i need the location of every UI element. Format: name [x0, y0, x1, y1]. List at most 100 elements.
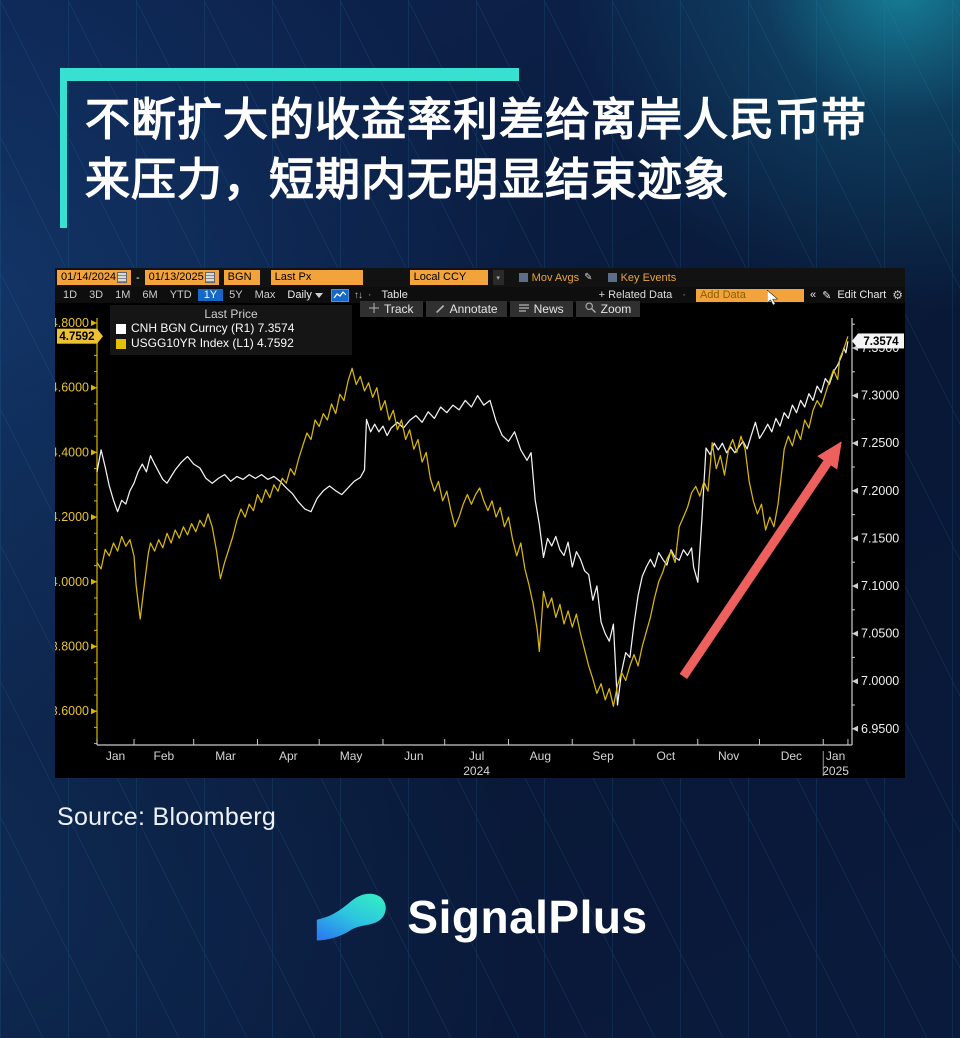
svg-text:3.6000: 3.6000: [55, 704, 89, 718]
legend-label: CNH BGN Curncy (R1) 7.3574: [131, 321, 295, 335]
toolbar-row-1: 01/14/2024 - 01/13/2025 BGN Last Px Loca…: [55, 268, 905, 287]
checkbox-icon[interactable]: [607, 273, 617, 282]
svg-text:4.2000: 4.2000: [55, 510, 89, 524]
range-tab-1d[interactable]: 1D: [63, 289, 78, 301]
svg-text:Jul: Jul: [469, 749, 484, 763]
svg-text:6.9500: 6.9500: [861, 722, 899, 736]
svg-text:7.0000: 7.0000: [861, 674, 899, 688]
toolbar-right-cluster: + Related Data · « ✎ Edit Chart ⚙: [599, 288, 903, 302]
range-tab-max[interactable]: Max: [254, 289, 276, 301]
source-caption: Source: Bloomberg: [57, 803, 277, 831]
svg-text:4.8000: 4.8000: [55, 316, 89, 330]
svg-text:7.1000: 7.1000: [861, 579, 899, 593]
svg-text:Aug: Aug: [530, 749, 551, 763]
zoom-tool-button[interactable]: Zoom: [575, 301, 641, 317]
svg-text:2025: 2025: [822, 764, 849, 778]
range-tab-1m[interactable]: 1M: [115, 289, 131, 301]
mov-avgs-pencil-icon[interactable]: ✎: [584, 272, 593, 283]
svg-text:7.3574: 7.3574: [863, 336, 899, 348]
svg-text:7.1500: 7.1500: [861, 531, 899, 545]
svg-text:May: May: [340, 749, 363, 763]
line-chart-type-icon[interactable]: [330, 288, 349, 302]
mov-avgs-checkbox[interactable]: Mov Avgs: [518, 271, 580, 284]
date-range-separator: -: [136, 271, 140, 284]
zoom-icon: [585, 302, 596, 316]
related-data-dropdown-icon[interactable]: ·: [682, 289, 686, 301]
bloomberg-terminal-panel: 01/14/2024 - 01/13/2025 BGN Last Px Loca…: [55, 268, 905, 778]
page-title-line-2: 来压力，短期内无明显结束迹象: [85, 154, 730, 205]
date-to-value: 01/13/2025: [148, 271, 204, 283]
gear-icon[interactable]: ⚙: [892, 288, 903, 302]
legend-item: USGG10YR Index (L1) 4.7592: [116, 336, 346, 351]
calendar-icon[interactable]: [117, 272, 127, 283]
range-tab-3d[interactable]: 3D: [89, 289, 104, 301]
svg-text:3.8000: 3.8000: [55, 640, 89, 654]
range-tab-5y[interactable]: 5Y: [229, 289, 243, 301]
page-title: 不断扩大的收益率利差给离岸人民币带 来压力，短期内无明显结束迹象: [85, 90, 890, 210]
svg-text:7.2000: 7.2000: [861, 484, 899, 498]
currency-dropdown-icon[interactable]: ▾: [492, 270, 504, 285]
date-from-field[interactable]: 01/14/2024: [57, 270, 131, 285]
svg-text:Sep: Sep: [592, 749, 614, 763]
brand-name: SignalPlus: [407, 890, 648, 943]
signalplus-logo-icon: [317, 893, 387, 941]
range-tabs: 1D 3D 1M 6M YTD 1Y 5Y Max: [57, 288, 281, 302]
legend-swatch: [116, 323, 126, 334]
svg-text:Apr: Apr: [279, 749, 298, 763]
range-tab-1y[interactable]: 1Y: [197, 289, 224, 301]
legend-item: CNH BGN Curncy (R1) 7.3574: [116, 321, 346, 336]
pricing-source-field[interactable]: BGN: [223, 270, 260, 285]
checkbox-icon[interactable]: [518, 273, 528, 282]
price-type-field[interactable]: Last Px: [270, 270, 363, 285]
news-icon: [518, 302, 529, 316]
collapse-button[interactable]: «: [809, 289, 817, 301]
track-icon: [369, 302, 379, 316]
svg-text:2024: 2024: [463, 764, 490, 778]
candlestick-type-icon[interactable]: ↑↓: [353, 289, 363, 301]
svg-text:4.4000: 4.4000: [55, 445, 89, 459]
svg-text:Jun: Jun: [404, 749, 423, 763]
svg-text:Jan: Jan: [826, 749, 845, 763]
table-button[interactable]: Table: [381, 289, 408, 301]
edit-chart-button[interactable]: Edit Chart: [837, 289, 887, 301]
svg-text:Oct: Oct: [657, 749, 676, 763]
annotate-tool-button[interactable]: Annotate: [425, 301, 507, 317]
add-data-input[interactable]: [695, 288, 804, 302]
edit-pencil-icon[interactable]: ✎: [822, 289, 832, 302]
page-title-line-1: 不断扩大的收益率利差给离岸人民币带: [85, 94, 868, 145]
svg-text:4.0000: 4.0000: [55, 575, 89, 589]
title-accent-left-bar: [60, 81, 67, 228]
chart-tools-row: Track Annotate News Zoom: [360, 301, 641, 317]
svg-text:7.0500: 7.0500: [861, 627, 899, 641]
currency-field[interactable]: Local CCY: [409, 270, 488, 285]
legend-swatch: [116, 338, 126, 349]
legend-rows: CNH BGN Curncy (R1) 7.3574 USGG10YR Index…: [116, 321, 346, 351]
svg-text:Feb: Feb: [154, 749, 175, 763]
title-accent-top-bar: [60, 68, 519, 81]
news-tool-button[interactable]: News: [509, 301, 573, 317]
price-chart[interactable]: 4.8000 4.6000 4.4000 4.2000 4.0000 3.8000 3.60…: [55, 303, 905, 778]
svg-text:Jan: Jan: [106, 749, 125, 763]
date-from-value: 01/14/2024: [61, 271, 117, 283]
period-dropdown[interactable]: Daily: [287, 289, 323, 301]
toolbar-row-2: 1D 3D 1M 6M YTD 1Y 5Y Max Daily ↑↓ · Table + Re…: [55, 287, 905, 303]
legend-label: USGG10YR Index (L1) 4.7592: [131, 336, 294, 350]
title-block: 不断扩大的收益率利差给离岸人民币带 来压力，短期内无明显结束迹象: [60, 68, 890, 228]
chart-legend: Last Price CNH BGN Curncy (R1) 7.3574 USG…: [110, 305, 352, 355]
range-tab-6m[interactable]: 6M: [142, 289, 158, 301]
mov-avgs-label: Mov Avgs: [531, 271, 580, 284]
annotate-icon: [435, 302, 445, 316]
calendar-icon[interactable]: [204, 272, 215, 283]
key-events-checkbox[interactable]: Key Events: [607, 271, 677, 284]
track-tool-button[interactable]: Track: [360, 301, 423, 317]
toolbar-dot-icon: ·: [367, 289, 372, 301]
svg-text:Nov: Nov: [718, 749, 739, 763]
related-data-button[interactable]: + Related Data: [598, 289, 673, 301]
range-tab-ytd[interactable]: YTD: [169, 289, 192, 301]
svg-text:4.6000: 4.6000: [55, 381, 89, 395]
chart-area: 4.8000 4.6000 4.4000 4.2000 4.0000 3.8000 3.60…: [55, 301, 905, 778]
key-events-label: Key Events: [620, 271, 677, 284]
svg-text:4.7592: 4.7592: [59, 331, 94, 343]
date-to-field[interactable]: 01/13/2025: [144, 270, 219, 285]
